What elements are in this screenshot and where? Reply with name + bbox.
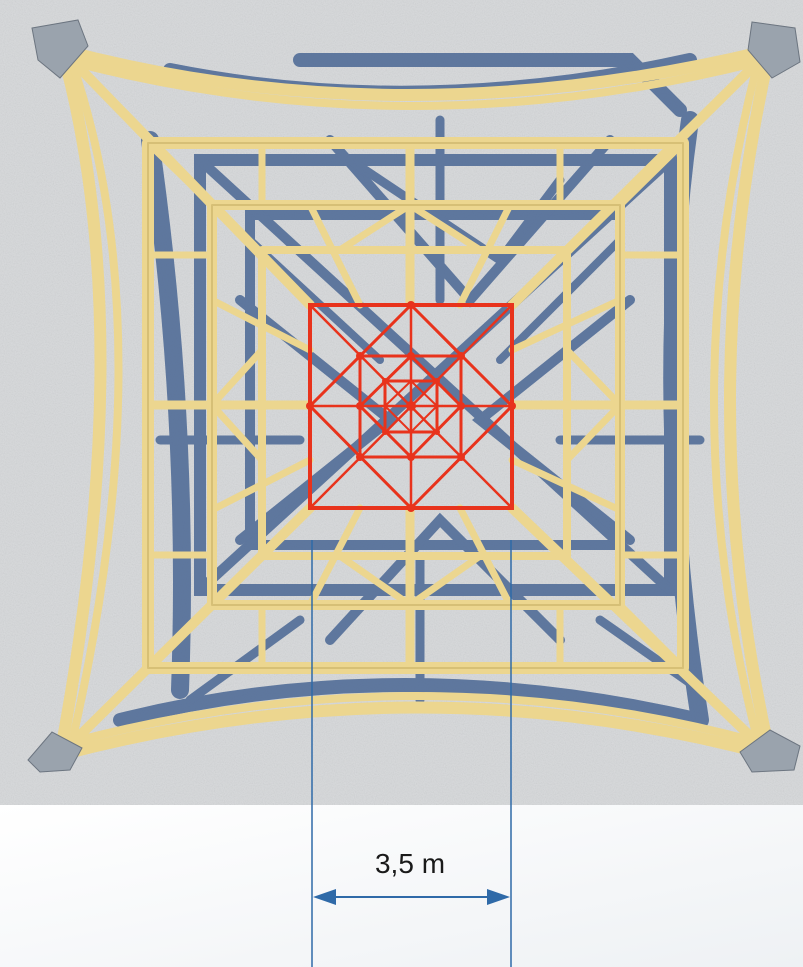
timber-frame — [54, 44, 776, 761]
module-nodes — [306, 301, 516, 512]
dimension-annotation — [311, 540, 512, 967]
page-background — [0, 805, 803, 967]
concrete-footing-icon — [27, 19, 801, 773]
arrowhead-left — [313, 889, 336, 905]
dimension-label: 3,5 m — [374, 848, 446, 879]
arrowhead-right — [487, 889, 510, 905]
